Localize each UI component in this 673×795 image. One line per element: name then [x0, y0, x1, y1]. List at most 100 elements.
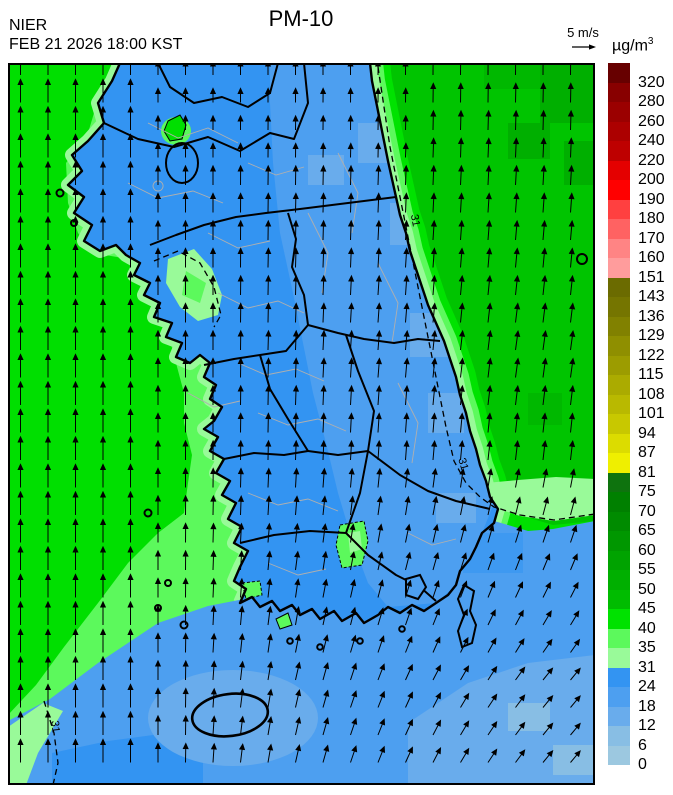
colorbar-segment — [608, 141, 630, 161]
wind-arrow — [182, 164, 189, 185]
wind-arrow — [72, 435, 79, 460]
wind-arrow — [292, 142, 299, 158]
wind-arrow — [17, 435, 24, 460]
wind-arrow — [432, 664, 441, 681]
colorbar-tick-label: 87 — [638, 444, 656, 461]
wind-arrow — [514, 384, 521, 406]
wind-arrow — [237, 384, 244, 406]
wind-arrow — [375, 192, 382, 213]
wind-arrow — [238, 633, 245, 653]
wind-arrow — [182, 549, 189, 571]
wind-arrow — [237, 142, 244, 158]
wind-arrow — [209, 192, 217, 213]
wind-arrow — [127, 215, 134, 240]
wind-arrow — [458, 247, 465, 268]
wind-arrow — [237, 274, 244, 296]
wind-arrow — [292, 164, 299, 186]
wind-arrow — [486, 384, 493, 406]
wind-arrow — [127, 243, 134, 268]
wind-arrow — [568, 137, 575, 158]
wind-arrow — [17, 683, 24, 708]
wind-arrow — [513, 274, 521, 296]
wind-arrow — [72, 105, 79, 130]
wind-arrow — [127, 353, 134, 378]
wind-arrow — [209, 357, 217, 378]
wind-arrow — [431, 357, 438, 378]
wind-arrow — [72, 78, 79, 103]
wind-arrow — [72, 628, 79, 653]
wind-arrow — [17, 710, 24, 735]
wind-arrow — [127, 545, 134, 570]
wind-arrow — [237, 467, 244, 488]
wind-arrow — [209, 114, 217, 130]
wind-arrow — [320, 142, 327, 158]
wind-arrow — [72, 490, 79, 515]
wind-arrow — [209, 329, 217, 350]
wind-arrow — [209, 164, 217, 185]
wind-arrow — [182, 329, 189, 350]
wind-arrow — [487, 552, 495, 571]
wind-arrow — [237, 247, 244, 268]
wind-arrow — [568, 440, 576, 461]
wind-arrow — [17, 738, 24, 763]
wind-arrow — [44, 380, 52, 405]
colorbar-tick-label: 136 — [638, 307, 665, 325]
colorbar-segment — [608, 492, 630, 512]
wind-arrow — [375, 114, 382, 131]
wind-arrow — [266, 633, 273, 653]
wind-arrow — [295, 744, 302, 763]
wind-arrow — [320, 412, 327, 433]
wind-arrow — [457, 137, 465, 158]
wind-arrow — [99, 78, 107, 103]
wind-arrow — [375, 384, 382, 406]
map-border — [8, 63, 595, 785]
wind-arrow — [568, 274, 576, 296]
wind-arrow — [320, 219, 327, 241]
wind-arrow — [376, 467, 383, 488]
wind-arrow — [17, 600, 24, 625]
wind-arrow — [17, 353, 24, 378]
wind-arrow — [458, 329, 466, 351]
wind-arrow — [44, 573, 52, 598]
wind-arrow — [292, 439, 300, 461]
wind-arrow — [127, 518, 134, 543]
wind-arrow — [515, 496, 522, 516]
wind-arrow — [350, 662, 358, 681]
wind-arrow — [292, 384, 300, 406]
wind-arrow — [486, 357, 493, 378]
wind-arrow — [432, 551, 440, 571]
wind-arrow — [431, 302, 438, 323]
wind-arrow — [265, 439, 272, 461]
wind-arrow — [568, 219, 575, 241]
wind-arrow — [515, 552, 523, 571]
wind-arrow — [102, 63, 104, 75]
wind-arrow — [44, 628, 52, 653]
colorbar-segment — [608, 180, 630, 200]
pm10-forecast-map: 31 31 31 — [8, 63, 595, 785]
wind-arrow — [430, 164, 437, 186]
wind-arrow — [237, 87, 244, 103]
wind-arrow — [458, 412, 465, 433]
colorbar-tick-label: 122 — [638, 346, 665, 364]
wind-arrow — [320, 87, 327, 103]
wind-arrow — [154, 87, 162, 103]
wind-arrow — [486, 440, 493, 461]
wind-arrow — [485, 82, 492, 103]
wind-arrow — [430, 274, 438, 296]
colorbar-segment — [608, 199, 630, 219]
wind-arrow — [294, 606, 301, 626]
wind-arrow — [182, 659, 189, 681]
wind-arrow — [17, 78, 24, 103]
wind-arrow — [17, 105, 24, 130]
wind-arrow — [375, 87, 382, 103]
wind-arrow — [127, 160, 134, 185]
colorbar-tick-label: 220 — [638, 151, 665, 169]
wind-arrow — [540, 137, 547, 158]
wind-arrow — [72, 243, 79, 268]
wind-arrow — [44, 353, 52, 378]
agency-label: NIER — [9, 17, 48, 34]
wind-arrow — [347, 142, 354, 158]
wind-arrow — [127, 408, 134, 433]
wind-arrow — [17, 215, 24, 240]
wind-arrow — [292, 329, 300, 351]
